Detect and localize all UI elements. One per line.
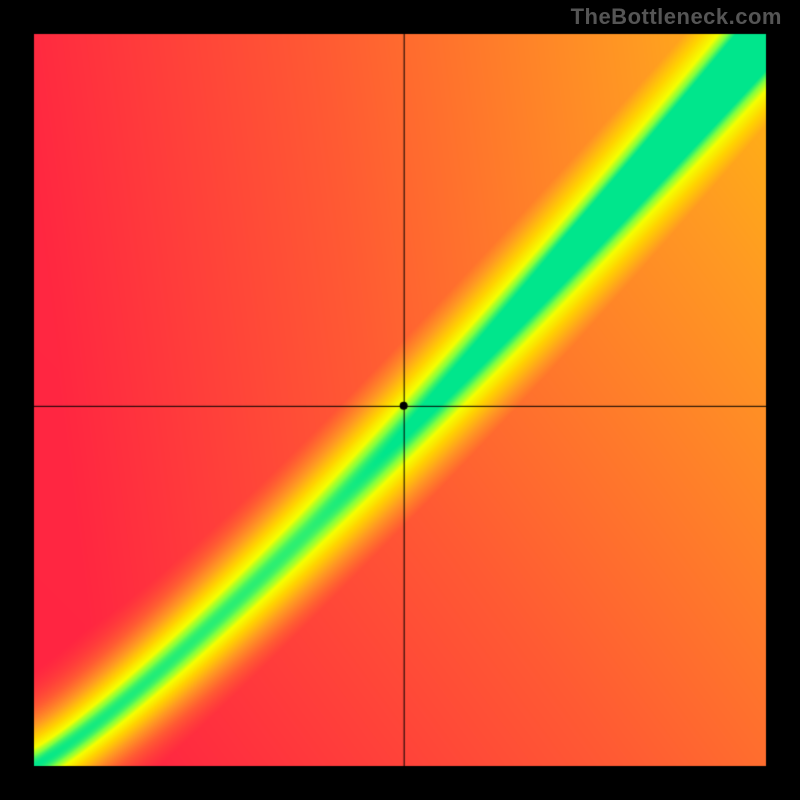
- heatmap-canvas: [0, 0, 800, 800]
- chart-container: TheBottleneck.com: [0, 0, 800, 800]
- watermark-text: TheBottleneck.com: [571, 4, 782, 30]
